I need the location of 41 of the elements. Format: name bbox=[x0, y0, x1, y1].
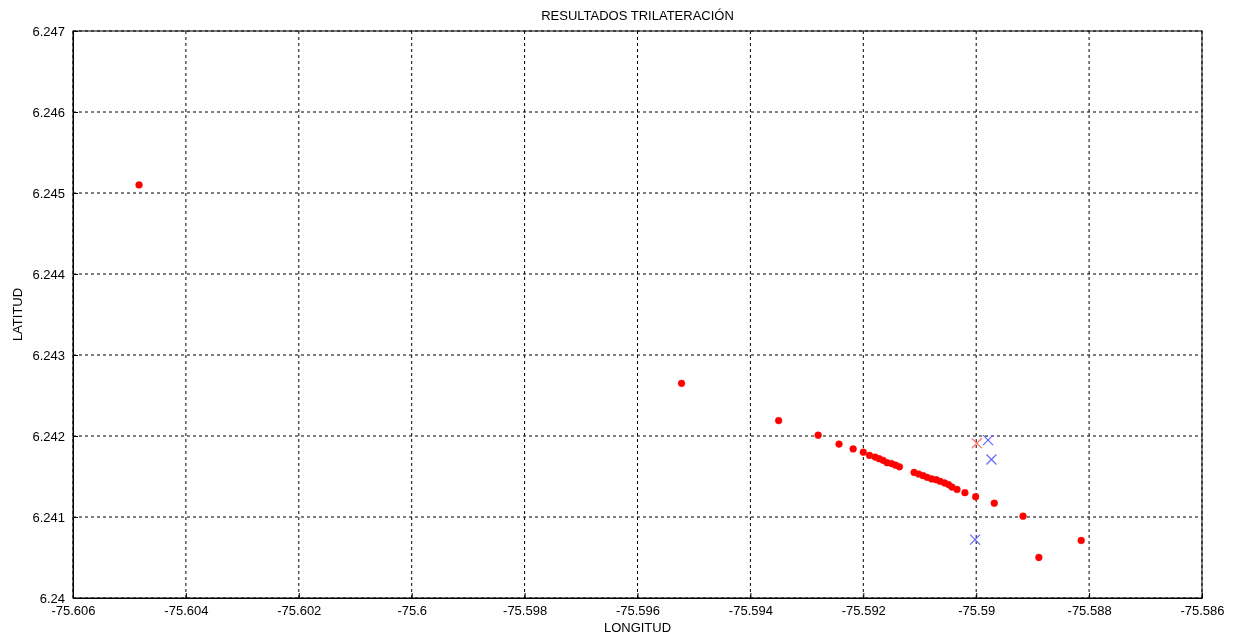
point bbox=[835, 440, 843, 448]
y-tick-label: 6.241 bbox=[32, 509, 65, 525]
point bbox=[1019, 512, 1027, 520]
point bbox=[135, 181, 143, 189]
x-tick-label: -75.594 bbox=[728, 603, 773, 619]
point bbox=[971, 437, 983, 449]
y-tick-label: 6.246 bbox=[32, 104, 65, 120]
point bbox=[982, 434, 994, 446]
x-tick-label: -75.598 bbox=[503, 603, 548, 619]
x-tick-label: -75.606 bbox=[51, 603, 96, 619]
y-tick-label: 6.247 bbox=[32, 23, 65, 39]
x-tick-label: -75.59 bbox=[958, 603, 996, 619]
x-tick-label: -75.604 bbox=[164, 603, 209, 619]
x-tick-label: -75.596 bbox=[615, 603, 661, 619]
y-tick-label: 6.24 bbox=[39, 590, 65, 606]
x-tick-label: -75.6 bbox=[397, 603, 428, 619]
x-tick-label: -75.602 bbox=[277, 603, 322, 619]
x-axis-title: LONGITUD bbox=[603, 620, 672, 635]
y-tick-label: 6.242 bbox=[32, 428, 65, 444]
point bbox=[814, 431, 822, 439]
point bbox=[859, 448, 867, 456]
point bbox=[990, 499, 998, 507]
chart-title: RESULTADOS TRILATERACIÓN bbox=[541, 8, 734, 23]
point bbox=[1035, 553, 1043, 562]
point bbox=[677, 379, 686, 387]
point bbox=[953, 485, 961, 494]
y-tick-label: 6.243 bbox=[32, 347, 65, 363]
x-tick-label: -75.588 bbox=[1067, 603, 1112, 619]
x-tick-label: -75.586 bbox=[1180, 603, 1225, 619]
point bbox=[985, 453, 998, 466]
y-axis-title: LATITUD bbox=[10, 287, 25, 342]
point bbox=[1077, 536, 1085, 545]
point bbox=[972, 493, 980, 501]
point bbox=[895, 463, 904, 471]
x-tick-label: -75.592 bbox=[841, 603, 886, 619]
y-tick-label: 6.245 bbox=[32, 185, 65, 201]
point bbox=[849, 445, 857, 453]
point bbox=[774, 416, 783, 425]
point bbox=[969, 534, 981, 546]
point bbox=[961, 489, 969, 497]
y-tick-label: 6.244 bbox=[32, 266, 65, 282]
